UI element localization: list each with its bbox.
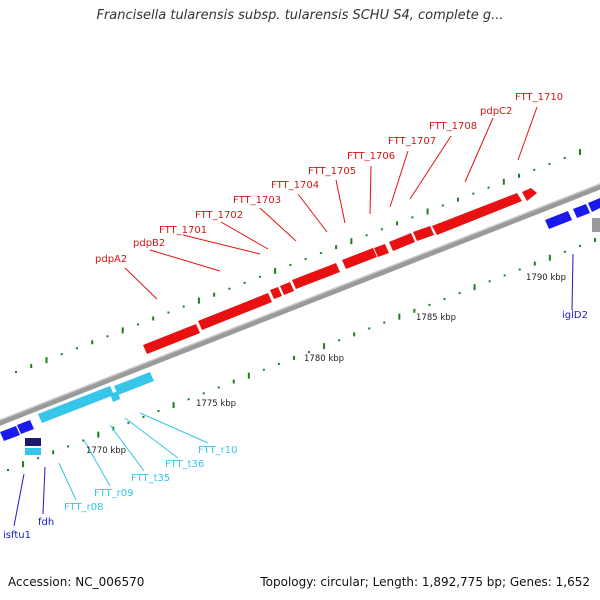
forward-genes [143, 188, 537, 354]
label-FTT_1702[interactable]: FTT_1702 [195, 210, 243, 221]
reverse-leader-lines [13, 253, 574, 527]
scale-label-1790: 1790 kbp [526, 273, 566, 283]
label-FTT_1708[interactable]: FTT_1708 [429, 121, 477, 132]
label-pdpC2[interactable]: pdpC2 [480, 106, 512, 117]
label-FTT_r09[interactable]: FTT_r09 [94, 488, 133, 499]
gene-fdh-arrow[interactable] [17, 420, 34, 434]
gene-block-light[interactable] [25, 448, 41, 455]
label-FTT_1705[interactable]: FTT_1705 [308, 166, 356, 177]
label-pdpA2[interactable]: pdpA2 [95, 254, 127, 265]
label-FTT_t36[interactable]: FTT_t36 [165, 459, 204, 470]
rna-genes [38, 372, 154, 423]
gene-isftu1-arrow[interactable] [0, 426, 20, 441]
gene-pdpA2-arrow[interactable] [143, 324, 200, 354]
label-fdh[interactable]: fdh [38, 517, 54, 528]
backbone-end [592, 218, 600, 232]
label-FTT_1701[interactable]: FTT_1701 [159, 225, 207, 236]
scale-label-1775: 1775 kbp [196, 399, 236, 409]
scale-label-1780: 1780 kbp [304, 354, 344, 364]
label-FTT_r10[interactable]: FTT_r10 [198, 445, 237, 456]
label-FTT_1703[interactable]: FTT_1703 [233, 195, 281, 206]
gene-iglD2-arrow[interactable] [545, 211, 572, 229]
gene-rna-medium[interactable] [114, 372, 154, 395]
forward-labels: pdpA2 pdpB2 FTT_1701 FTT_1702 FTT_1703 F… [95, 92, 563, 265]
gene-FTT_1705-arrow[interactable] [374, 244, 389, 257]
gene-rna-large[interactable] [38, 386, 114, 423]
scale-label-1785: 1785 kbp [416, 313, 456, 323]
gene-FTT_1706-arrow[interactable] [389, 233, 415, 251]
forward-leader-lines [124, 106, 538, 300]
label-FTT_1707[interactable]: FTT_1707 [388, 136, 436, 147]
label-pdpB2[interactable]: pdpB2 [133, 238, 165, 249]
accession-label: Accession: NC_006570 [8, 575, 145, 589]
gc-ticks-lower [7, 238, 596, 471]
gc-ticks-upper [15, 149, 581, 373]
scale-label-1770: 1770 kbp [86, 446, 126, 456]
reverse-genes [0, 198, 600, 455]
scale-labels: 1770 kbp 1775 kbp 1780 kbp 1785 kbp 1790… [86, 273, 566, 456]
genome-backbone-highlight [0, 183, 600, 421]
label-FTT_1706[interactable]: FTT_1706 [347, 151, 395, 162]
rna-leader-lines [58, 412, 209, 501]
gene-FTT_1708-arrow[interactable] [432, 193, 522, 235]
rna-labels: FTT_r08 FTT_r09 FTT_t35 FTT_t36 FTT_r10 [64, 445, 237, 513]
map-title: Francisella tularensis subsp. tularensis… [96, 8, 504, 23]
label-isftu1[interactable]: isftu1 [3, 530, 31, 541]
topology-summary: Topology: circular; Length: 1,892,775 bp… [260, 575, 590, 589]
label-FTT_1704[interactable]: FTT_1704 [271, 180, 319, 191]
gene-FTT_1702-arrow[interactable] [280, 282, 294, 295]
reverse-labels: isftu1 fdh iglD2 [3, 310, 588, 541]
gene-pdpB2-arrow[interactable] [198, 293, 272, 330]
gene-block-dark[interactable] [25, 438, 41, 446]
label-FTT_1710[interactable]: FTT_1710 [515, 92, 563, 103]
label-FTT_r08[interactable]: FTT_r08 [64, 502, 103, 513]
gene-iglD2c-arrow[interactable] [588, 198, 600, 212]
gene-FTT_1704-arrow[interactable] [342, 248, 377, 269]
label-iglD2[interactable]: iglD2 [562, 310, 588, 321]
gene-FTT_1701-arrow[interactable] [270, 287, 282, 299]
gene-FTT_1703-arrow[interactable] [292, 263, 340, 289]
gene-FTT_1707-arrow[interactable] [413, 226, 434, 241]
genome-backbone [0, 184, 600, 426]
label-FTT_t35[interactable]: FTT_t35 [131, 473, 170, 484]
gene-FTT_1710-arrow[interactable] [522, 188, 537, 201]
gene-iglD2b-arrow[interactable] [573, 204, 590, 218]
